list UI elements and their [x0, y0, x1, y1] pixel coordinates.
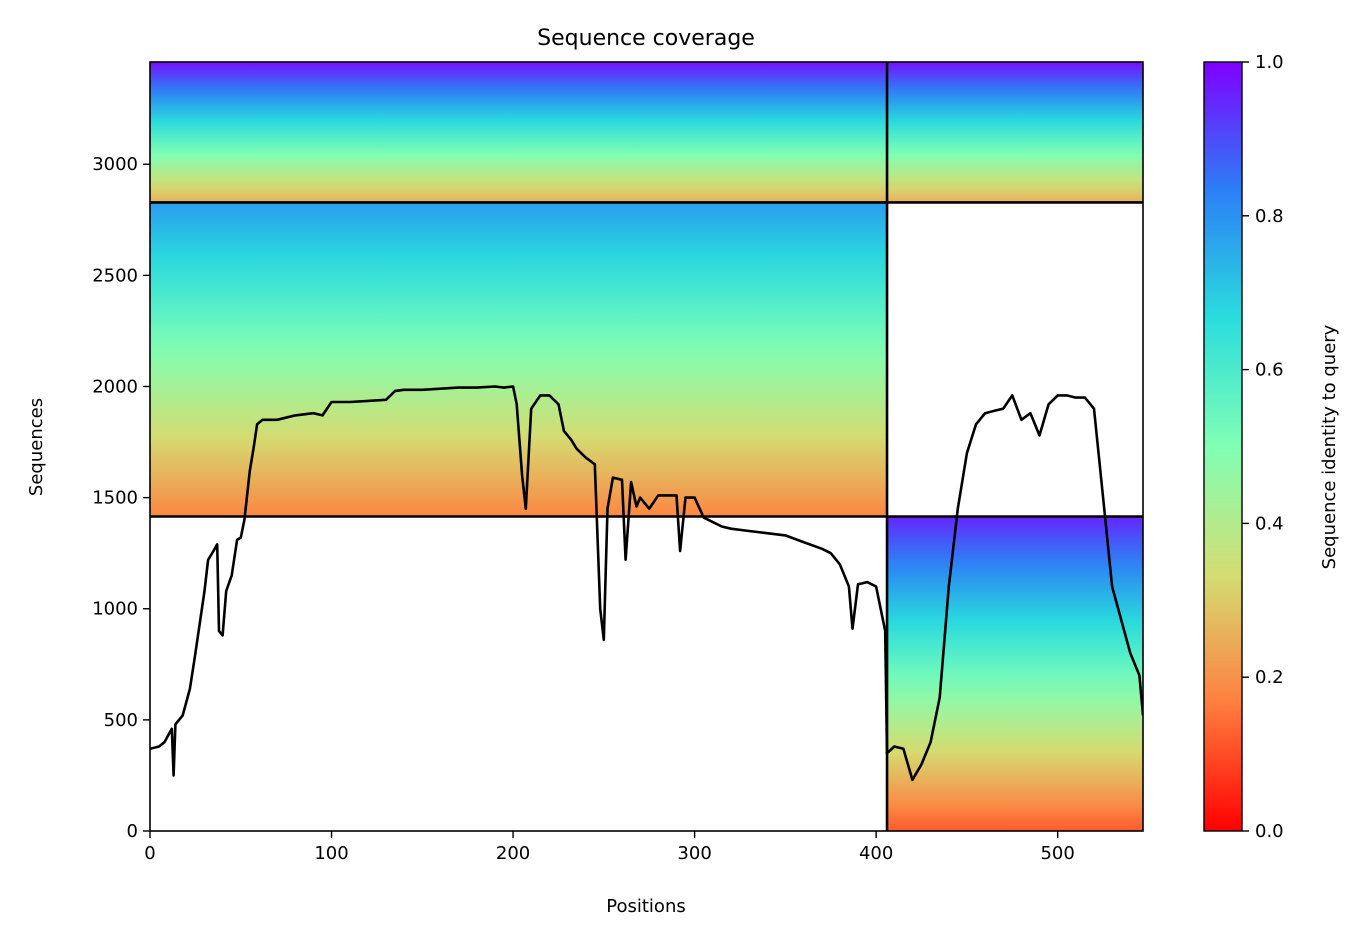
colorbar-tick-label: 0.0 [1255, 821, 1284, 842]
coverage-block-3 [887, 62, 1143, 203]
coverage-line-layer [150, 385, 1143, 782]
x-axis-label: Positions [606, 896, 685, 917]
y-tick-label: 1500 [92, 488, 138, 509]
colorbar-tick-label: 0.8 [1255, 206, 1284, 227]
colorbar-frame [1203, 61, 1243, 832]
x-tick-label: 300 [677, 843, 711, 864]
y-tick-label: 500 [104, 710, 138, 731]
coverage-blocks [150, 62, 1143, 831]
coverage-block-2 [150, 62, 888, 203]
coverage-line [150, 385, 1143, 782]
colorbar-tick-label: 1.0 [1255, 52, 1284, 73]
colorbar-ticks: 0.0 0.2 0.4 0.6 0.8 1.0 [1242, 52, 1284, 842]
x-tick-label: 0 [144, 843, 155, 864]
x-axis-ticks: 0 100 200 300 400 500 [144, 831, 1075, 864]
colorbar-gradient [1204, 62, 1242, 831]
y-axis-ticks: 0 500 1000 1500 2000 2500 3000 [92, 154, 150, 842]
y-axis-label: Sequences [26, 398, 47, 496]
y-tick-label: 2000 [92, 376, 138, 397]
colorbar-tick-label: 0.6 [1255, 360, 1284, 381]
colorbar-tick-label: 0.2 [1255, 667, 1284, 688]
y-tick-label: 3000 [92, 154, 138, 175]
colorbar-tick-label: 0.4 [1255, 513, 1284, 534]
y-tick-label: 0 [127, 821, 138, 842]
y-tick-label: 2500 [92, 265, 138, 286]
chart-title: Sequence coverage [537, 26, 755, 51]
x-tick-label: 100 [314, 843, 348, 864]
x-tick-label: 200 [496, 843, 530, 864]
coverage-block-1 [150, 202, 888, 517]
plot-frame [149, 61, 1144, 832]
colorbar-label: Sequence identity to query [1319, 324, 1340, 569]
colorbar: 0.0 0.2 0.4 0.6 0.8 1.0 [1203, 52, 1284, 842]
x-tick-label: 400 [859, 843, 893, 864]
coverage-block-4 [887, 516, 1143, 831]
y-tick-label: 1000 [92, 599, 138, 620]
x-tick-label: 500 [1040, 843, 1074, 864]
